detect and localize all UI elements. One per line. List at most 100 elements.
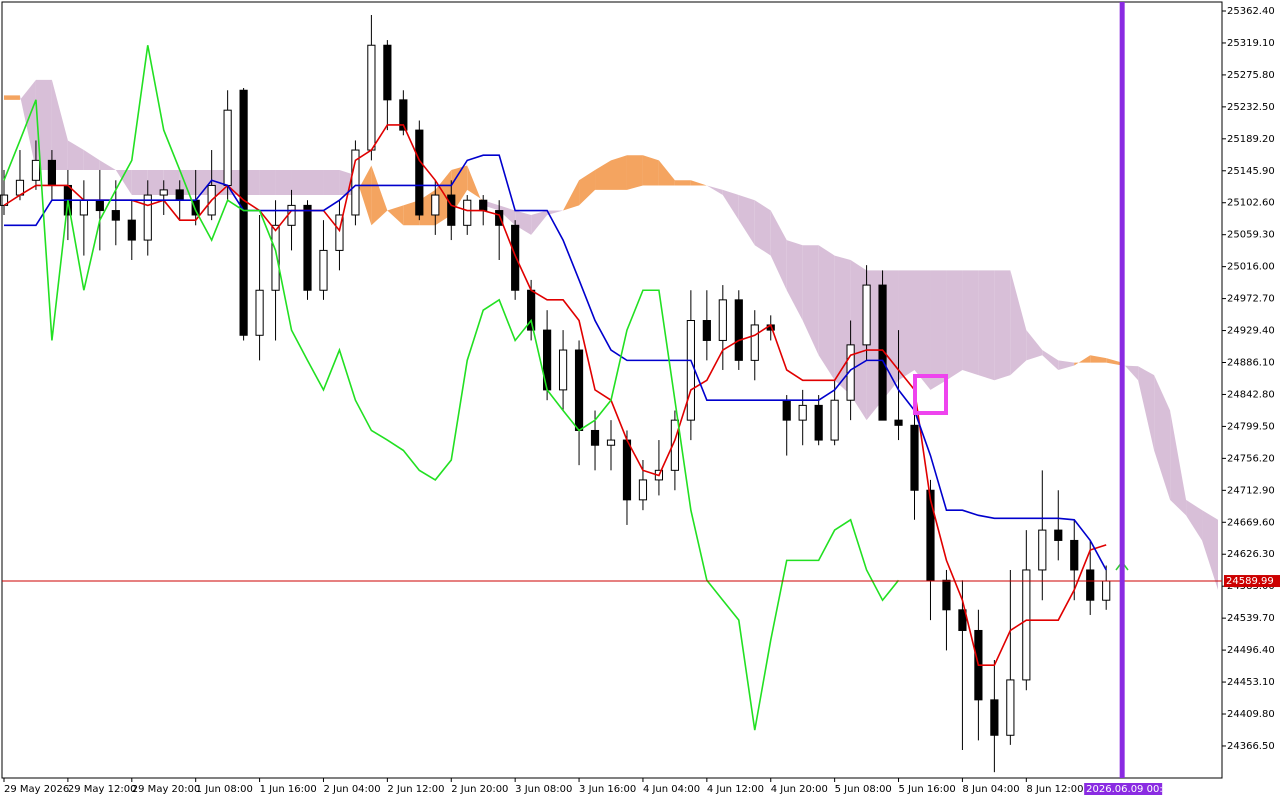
- cloud-segment: [179, 169, 196, 196]
- candle-body: [686, 320, 695, 421]
- candle-body: [622, 439, 632, 501]
- cloud-segment: [115, 169, 132, 196]
- indicator-line: [3, 45, 900, 731]
- candle-body: [159, 189, 168, 196]
- cloud-segment: [355, 165, 372, 226]
- candle-body: [606, 439, 616, 446]
- y-tick-label: 24409.80: [1227, 709, 1275, 720]
- x-tick-label: 29 May 2026: [4, 784, 69, 795]
- cloud-segment: [291, 169, 308, 196]
- candle-body: [878, 284, 887, 421]
- cloud-segment: [387, 205, 404, 226]
- candle-body: [1102, 580, 1111, 601]
- cloud-segment: [371, 165, 388, 226]
- y-tick-label: 24669.60: [1227, 517, 1275, 528]
- y-tick-label: 25319.10: [1227, 38, 1275, 49]
- candle-body: [463, 199, 472, 226]
- current-price-label: 24589.99: [1226, 576, 1274, 587]
- cloud-segment: [818, 245, 835, 381]
- indicator-line: [3, 124, 1107, 666]
- y-tick-label: 24842.80: [1227, 389, 1275, 400]
- x-tick-label: 8 Jun 04:00: [962, 784, 1019, 795]
- candle-body: [574, 349, 584, 431]
- candle-body: [383, 44, 392, 101]
- plot-border: [1, 1, 1223, 779]
- candle-body: [399, 99, 408, 131]
- cloud-segment: [786, 240, 803, 321]
- cloud-segment: [690, 180, 707, 186]
- candle-body: [79, 199, 88, 216]
- y-tick-label: 24496.40: [1227, 645, 1275, 656]
- y-tick-label: 24366.50: [1227, 741, 1275, 752]
- candle-body: [718, 299, 727, 341]
- time-marker-label: 2026.06.09 00:00: [1086, 784, 1175, 795]
- cloud-segment: [547, 210, 564, 215]
- x-tick-label: 4 Jun 12:00: [707, 784, 764, 795]
- cloud-segment: [51, 79, 68, 170]
- candle-body: [0, 194, 9, 206]
- cloud-segment: [259, 169, 276, 196]
- cloud-segment: [307, 169, 324, 196]
- cloud-segment: [898, 270, 915, 381]
- candle-body: [782, 399, 791, 421]
- x-tick-label: 29 May 12:00: [68, 784, 137, 795]
- cloud-segment: [67, 140, 84, 170]
- y-tick-label: 25145.90: [1227, 166, 1275, 177]
- candle-body: [367, 44, 376, 151]
- candle-body: [862, 284, 871, 346]
- x-tick-label: 5 Jun 16:00: [899, 784, 956, 795]
- cloud-segment: [962, 270, 979, 376]
- candle-body: [814, 404, 823, 441]
- cloud-segment: [1042, 350, 1059, 370]
- candle-body: [1038, 529, 1047, 571]
- plot-area: [0, 14, 1219, 773]
- cloud-segment: [1138, 366, 1155, 451]
- cloud-segment: [1154, 375, 1171, 500]
- cloud-segment: [946, 270, 963, 381]
- candle-body: [1022, 569, 1031, 681]
- cloud-segment: [642, 155, 659, 186]
- cloud-segment: [595, 160, 612, 190]
- candle-body: [942, 579, 951, 611]
- candle-body: [702, 320, 711, 341]
- y-tick-label: 24626.30: [1227, 549, 1275, 560]
- cloud-segment: [611, 155, 627, 190]
- y-tick-label: 24756.20: [1227, 453, 1275, 464]
- x-tick-label: 4 Jun 04:00: [643, 784, 700, 795]
- cloud-segment: [722, 189, 739, 221]
- current-price-box: [1224, 575, 1280, 588]
- cloud-segment: [674, 180, 691, 186]
- cloud-segment: [754, 200, 771, 256]
- candle-body: [223, 109, 232, 186]
- time-marker-box: [1084, 783, 1163, 795]
- y-tick-label: 24799.50: [1227, 421, 1275, 432]
- x-tick-label: 3 Jun 08:00: [515, 784, 572, 795]
- candle-body: [1086, 569, 1095, 601]
- cloud-segment: [19, 79, 36, 170]
- candle-body: [127, 219, 136, 241]
- cloud-segment: [99, 160, 116, 170]
- cloud-segment: [323, 169, 340, 196]
- y-tick-label: 24539.70: [1227, 613, 1275, 624]
- candle-body: [926, 489, 935, 581]
- cloud-segment: [531, 210, 548, 235]
- candle-body: [1006, 679, 1015, 736]
- cloud-segment: [994, 270, 1011, 381]
- y-tick-label: 25362.40: [1227, 6, 1275, 17]
- x-tick-label: 8 Jun 12:00: [1026, 784, 1083, 795]
- cloud-segment: [626, 155, 643, 190]
- cloud-segment: [83, 150, 100, 170]
- candle-body: [335, 214, 344, 251]
- candle-body: [319, 249, 328, 291]
- candle-body: [447, 194, 456, 226]
- cloud-segment: [738, 195, 755, 246]
- candle-body: [143, 194, 152, 241]
- cloud-segment: [1202, 510, 1219, 590]
- y-tick-label: 25232.50: [1227, 102, 1275, 113]
- x-tick-label: 1 Jun 16:00: [260, 784, 317, 795]
- candle-body: [590, 429, 600, 446]
- x-tick-label: 1 Jun 08:00: [196, 784, 253, 795]
- cloud-segment: [978, 270, 995, 381]
- cloud-segment: [1122, 362, 1139, 381]
